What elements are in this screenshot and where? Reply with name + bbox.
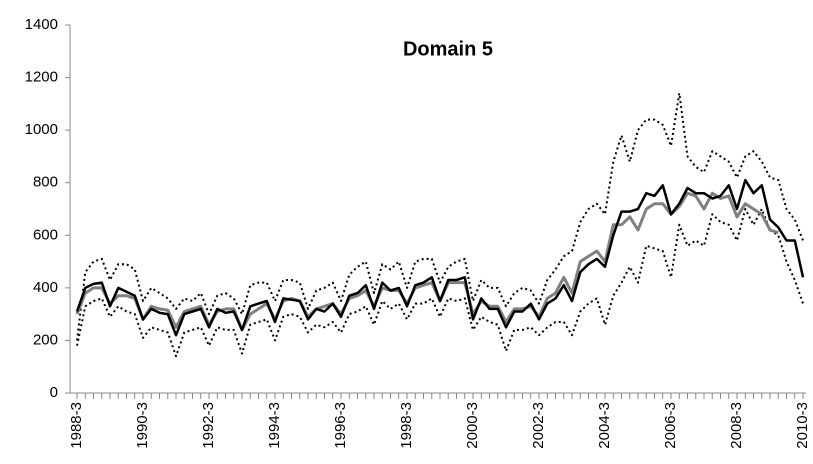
- x-tick-label: 1996-3: [332, 402, 349, 449]
- x-tick-label: 2006-3: [662, 402, 679, 449]
- x-tick-label: 1994-3: [266, 402, 283, 449]
- y-tick-label: 1000: [25, 121, 58, 138]
- x-tick-label: 1998-3: [398, 402, 415, 449]
- x-tick-label: 2008-3: [728, 402, 745, 449]
- series-line: [76, 92, 804, 341]
- x-tick-label: 2002-3: [530, 402, 547, 449]
- y-tick-label: 600: [33, 226, 58, 243]
- y-tick-label: 200: [33, 331, 58, 348]
- x-tick-label: 1988-3: [68, 402, 85, 449]
- series-line: [75, 178, 805, 337]
- x-tick-label: 2004-3: [596, 402, 613, 449]
- x-tick-label: 2000-3: [464, 402, 481, 449]
- y-tick-label: 400: [33, 279, 58, 296]
- chart-title: Domain 5: [403, 38, 493, 60]
- series-line: [76, 208, 804, 358]
- x-tick-label: 1992-3: [200, 402, 217, 449]
- y-tick-label: 0: [50, 384, 58, 401]
- y-tick-label: 800: [33, 174, 58, 191]
- series-line: [75, 191, 779, 332]
- y-tick-label: 1200: [25, 69, 58, 86]
- y-tick-label: 1400: [25, 16, 58, 33]
- x-tick-label: 1990-3: [134, 402, 151, 449]
- x-tick-label: 2010-3: [794, 402, 811, 449]
